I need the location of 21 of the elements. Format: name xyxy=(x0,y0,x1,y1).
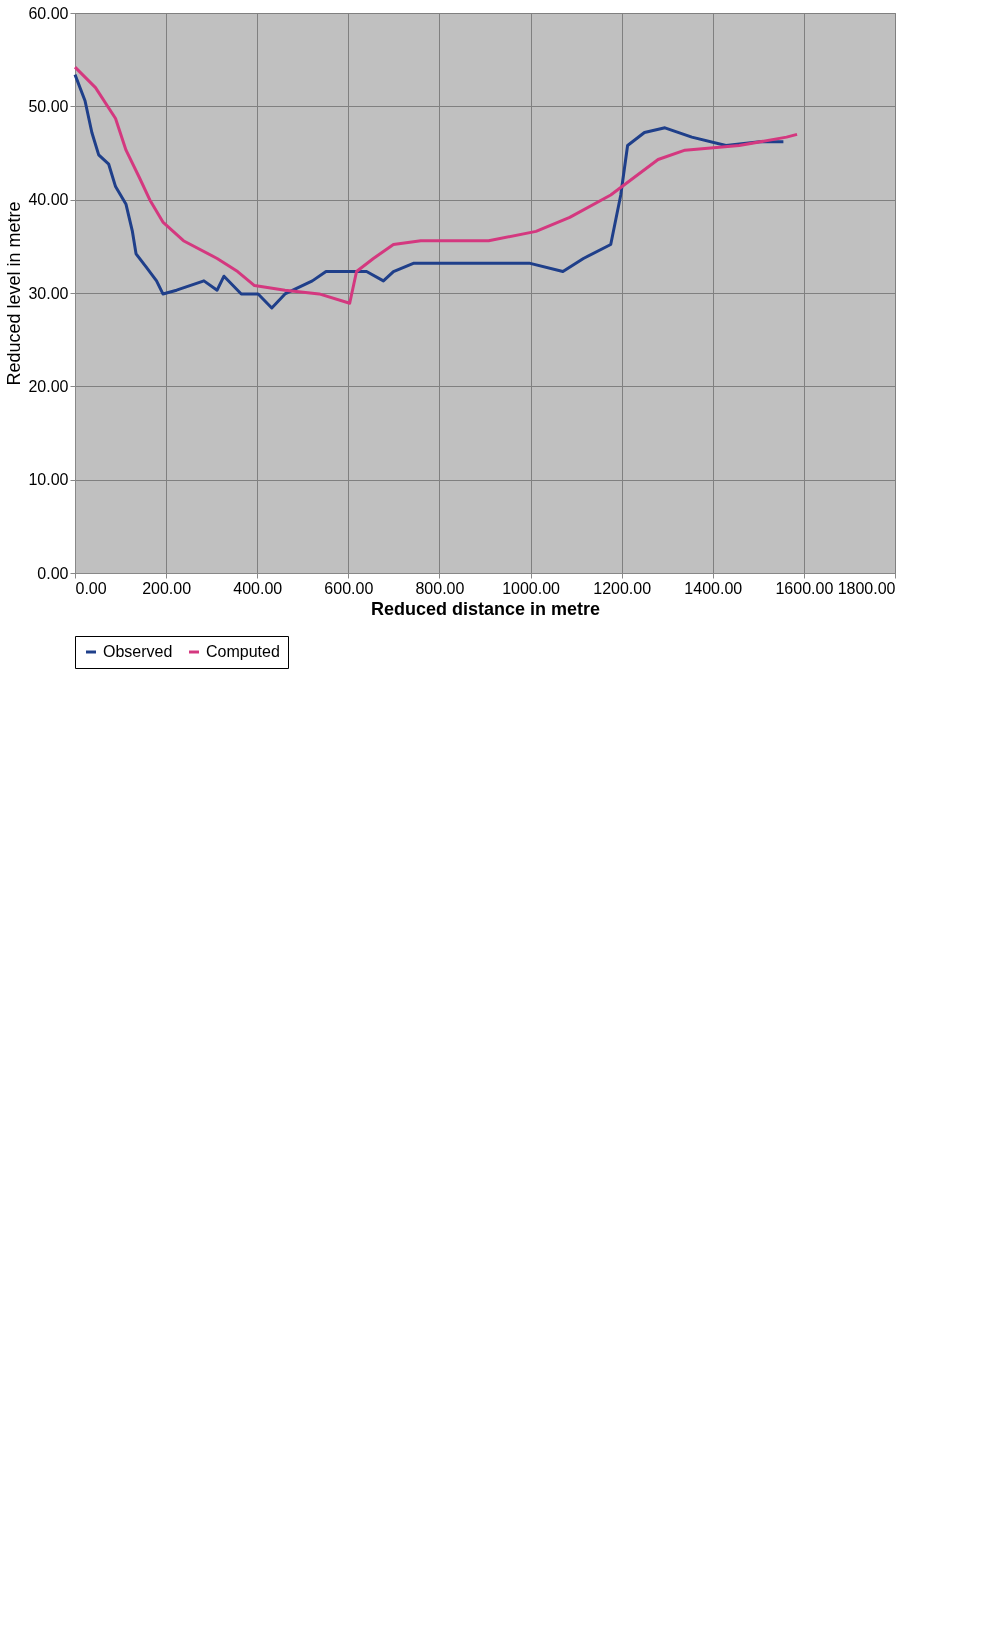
x-tick-label: 400.00 xyxy=(233,579,283,597)
y-tick-label: 0.00 xyxy=(37,564,69,582)
x-tick-label: 0.00 xyxy=(75,579,107,597)
y-tick-label: 30.00 xyxy=(28,284,69,302)
x-tick-label: 600.00 xyxy=(324,579,374,597)
x-tick-label: 200.00 xyxy=(142,579,192,597)
y-tick-label: 50.00 xyxy=(28,97,69,115)
x-tick-label: 1400.00 xyxy=(684,579,743,597)
y-tick-label: 40.00 xyxy=(28,191,69,209)
legend-label: Computed xyxy=(206,643,280,660)
y-tick-label: 10.00 xyxy=(28,471,69,489)
x-tick-label: 800.00 xyxy=(415,579,465,597)
y-axis-title: Reduced level in metre xyxy=(4,201,25,386)
x-tick-label: 1000.00 xyxy=(502,579,561,597)
x-tick-label: 1600.00 xyxy=(775,579,834,597)
x-tick-label: 1200.00 xyxy=(593,579,652,597)
y-tick-label: 20.00 xyxy=(28,377,69,395)
x-axis-title: Reduced distance in metre xyxy=(370,598,601,619)
y-tick-label: 60.00 xyxy=(28,4,69,22)
legend-label: Observed xyxy=(103,643,173,660)
x-tick-label: 1800.00 xyxy=(837,579,896,597)
